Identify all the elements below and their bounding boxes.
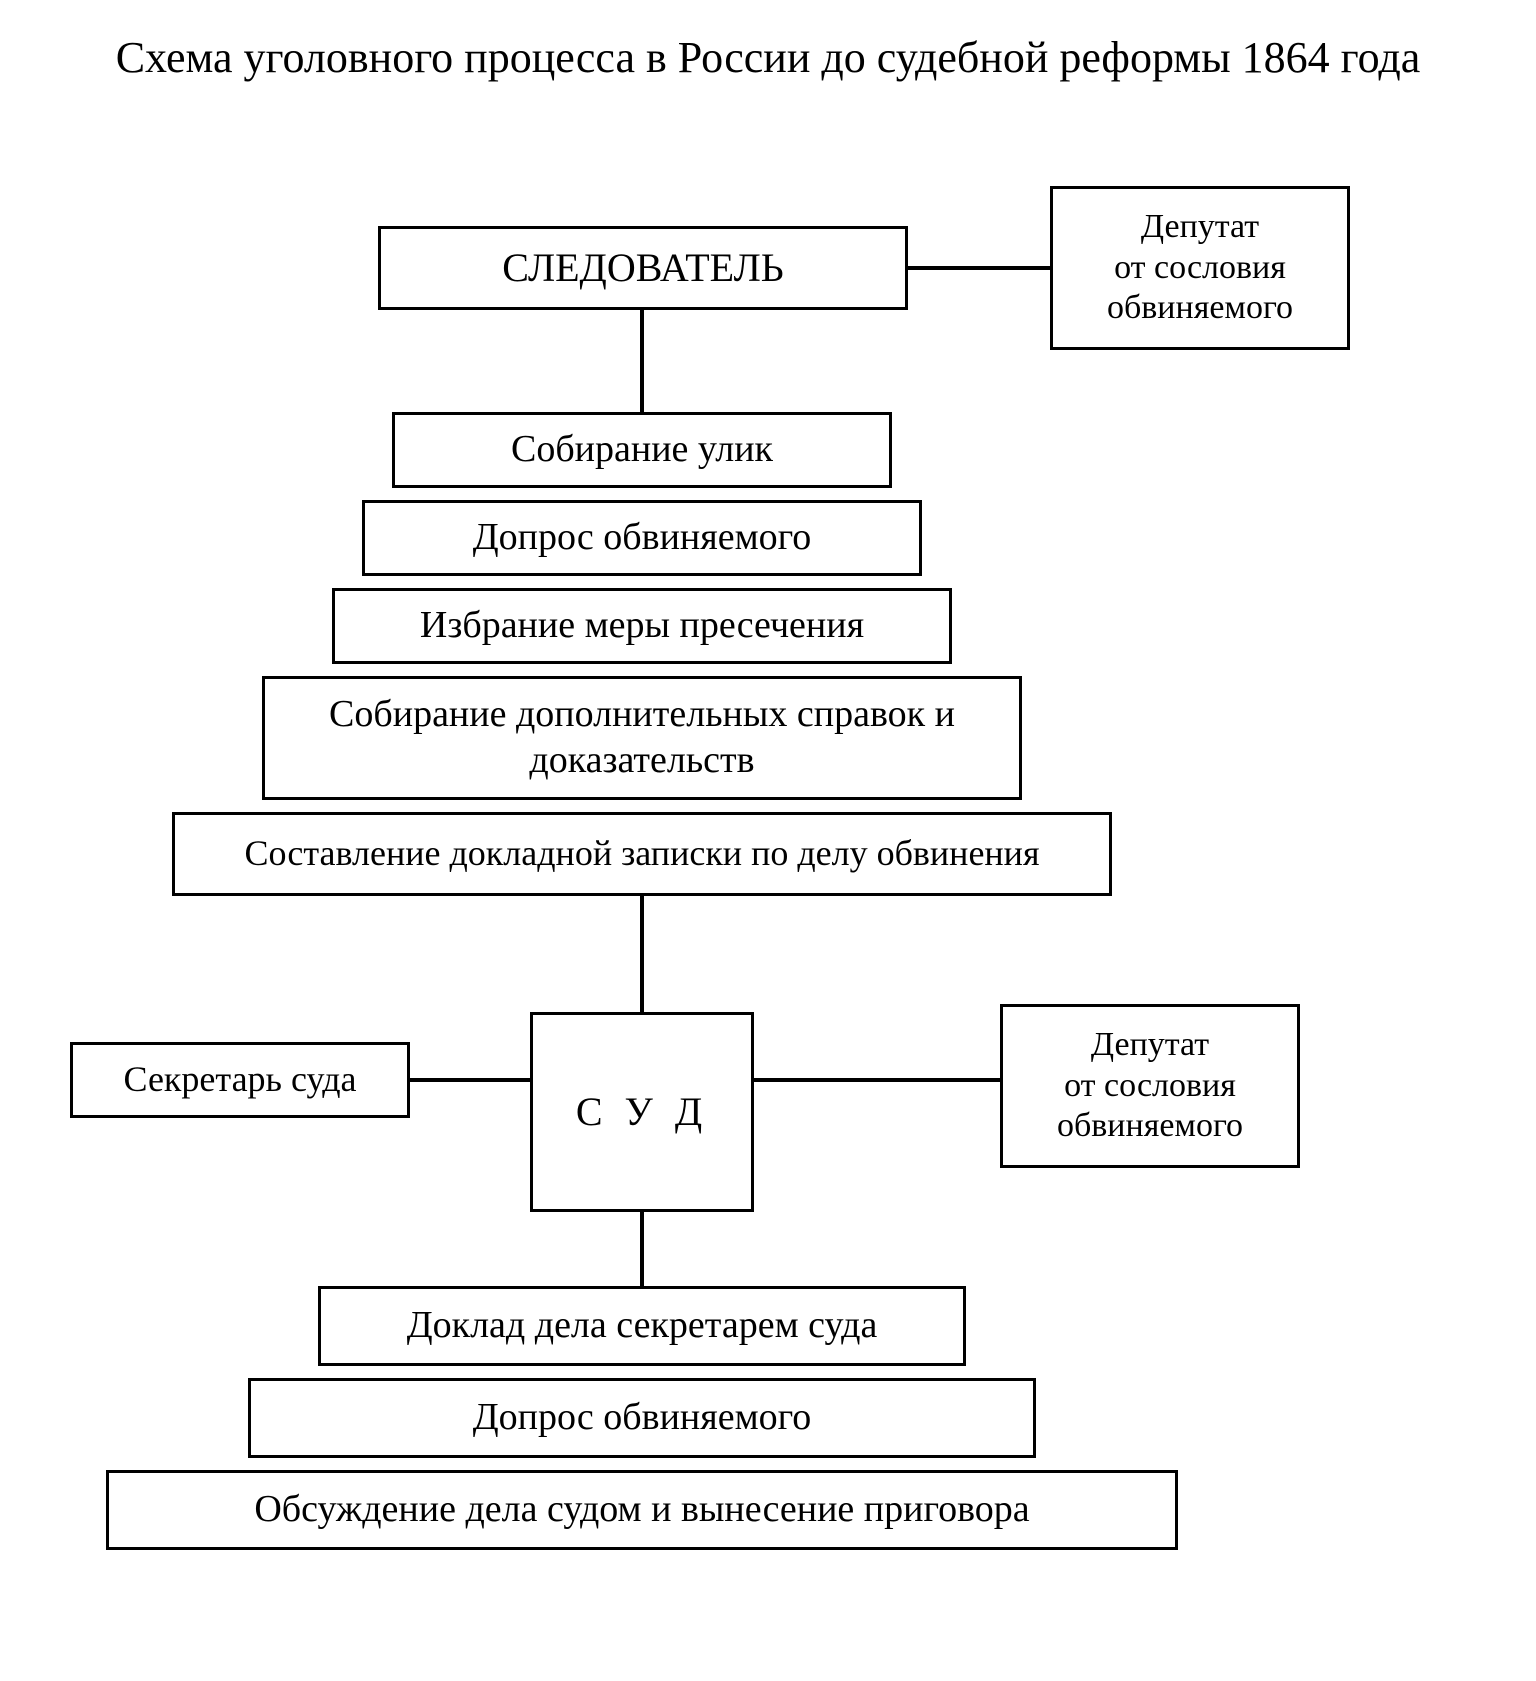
node-label: Избрание меры пресечения bbox=[420, 603, 864, 649]
connector bbox=[754, 1078, 1000, 1082]
node-secretary: Секретарь суда bbox=[70, 1042, 410, 1118]
node-court3: Обсуждение дела судом и вынесение пригов… bbox=[106, 1470, 1178, 1550]
node-court2: Допрос обвиняемого bbox=[248, 1378, 1036, 1458]
node-step4: Собирание дополнительных справок и доказ… bbox=[262, 676, 1022, 800]
connector bbox=[640, 896, 644, 1012]
node-step5: Составление докладной записки по делу об… bbox=[172, 812, 1112, 896]
node-step2: Допрос обвиняемого bbox=[362, 500, 922, 576]
node-label: Депутат от сословия обвиняемого bbox=[1057, 1025, 1243, 1147]
node-step1: Собирание улик bbox=[392, 412, 892, 488]
node-deputy_top: Депутат от сословия обвиняемого bbox=[1050, 186, 1350, 350]
node-step3: Избрание меры пресечения bbox=[332, 588, 952, 664]
node-court1: Доклад дела секретарем суда bbox=[318, 1286, 966, 1366]
diagram-title: Схема уголовного процесса в России до су… bbox=[80, 30, 1456, 85]
node-deputy_bot: Депутат от сословия обвиняемого bbox=[1000, 1004, 1300, 1168]
node-label: Секретарь суда bbox=[124, 1058, 357, 1101]
connector bbox=[640, 1212, 644, 1286]
node-label: Собирание дополнительных справок и доказ… bbox=[275, 692, 1009, 783]
connector bbox=[410, 1078, 530, 1082]
node-label: Допрос обвиняемого bbox=[473, 1395, 812, 1441]
node-label: Собирание улик bbox=[511, 427, 773, 473]
node-label: Обсуждение дела судом и вынесение пригов… bbox=[254, 1487, 1029, 1533]
connector bbox=[640, 310, 644, 412]
node-label: С У Д bbox=[576, 1088, 708, 1136]
connector bbox=[908, 266, 1050, 270]
node-court: С У Д bbox=[530, 1012, 754, 1212]
node-investigator: СЛЕДОВАТЕЛЬ bbox=[378, 226, 908, 310]
node-label: СЛЕДОВАТЕЛЬ bbox=[502, 244, 783, 292]
node-label: Доклад дела секретарем суда bbox=[407, 1303, 878, 1349]
node-label: Допрос обвиняемого bbox=[473, 515, 812, 561]
node-label: Составление докладной записки по делу об… bbox=[244, 832, 1039, 875]
node-label: Депутат от сословия обвиняемого bbox=[1107, 207, 1293, 329]
